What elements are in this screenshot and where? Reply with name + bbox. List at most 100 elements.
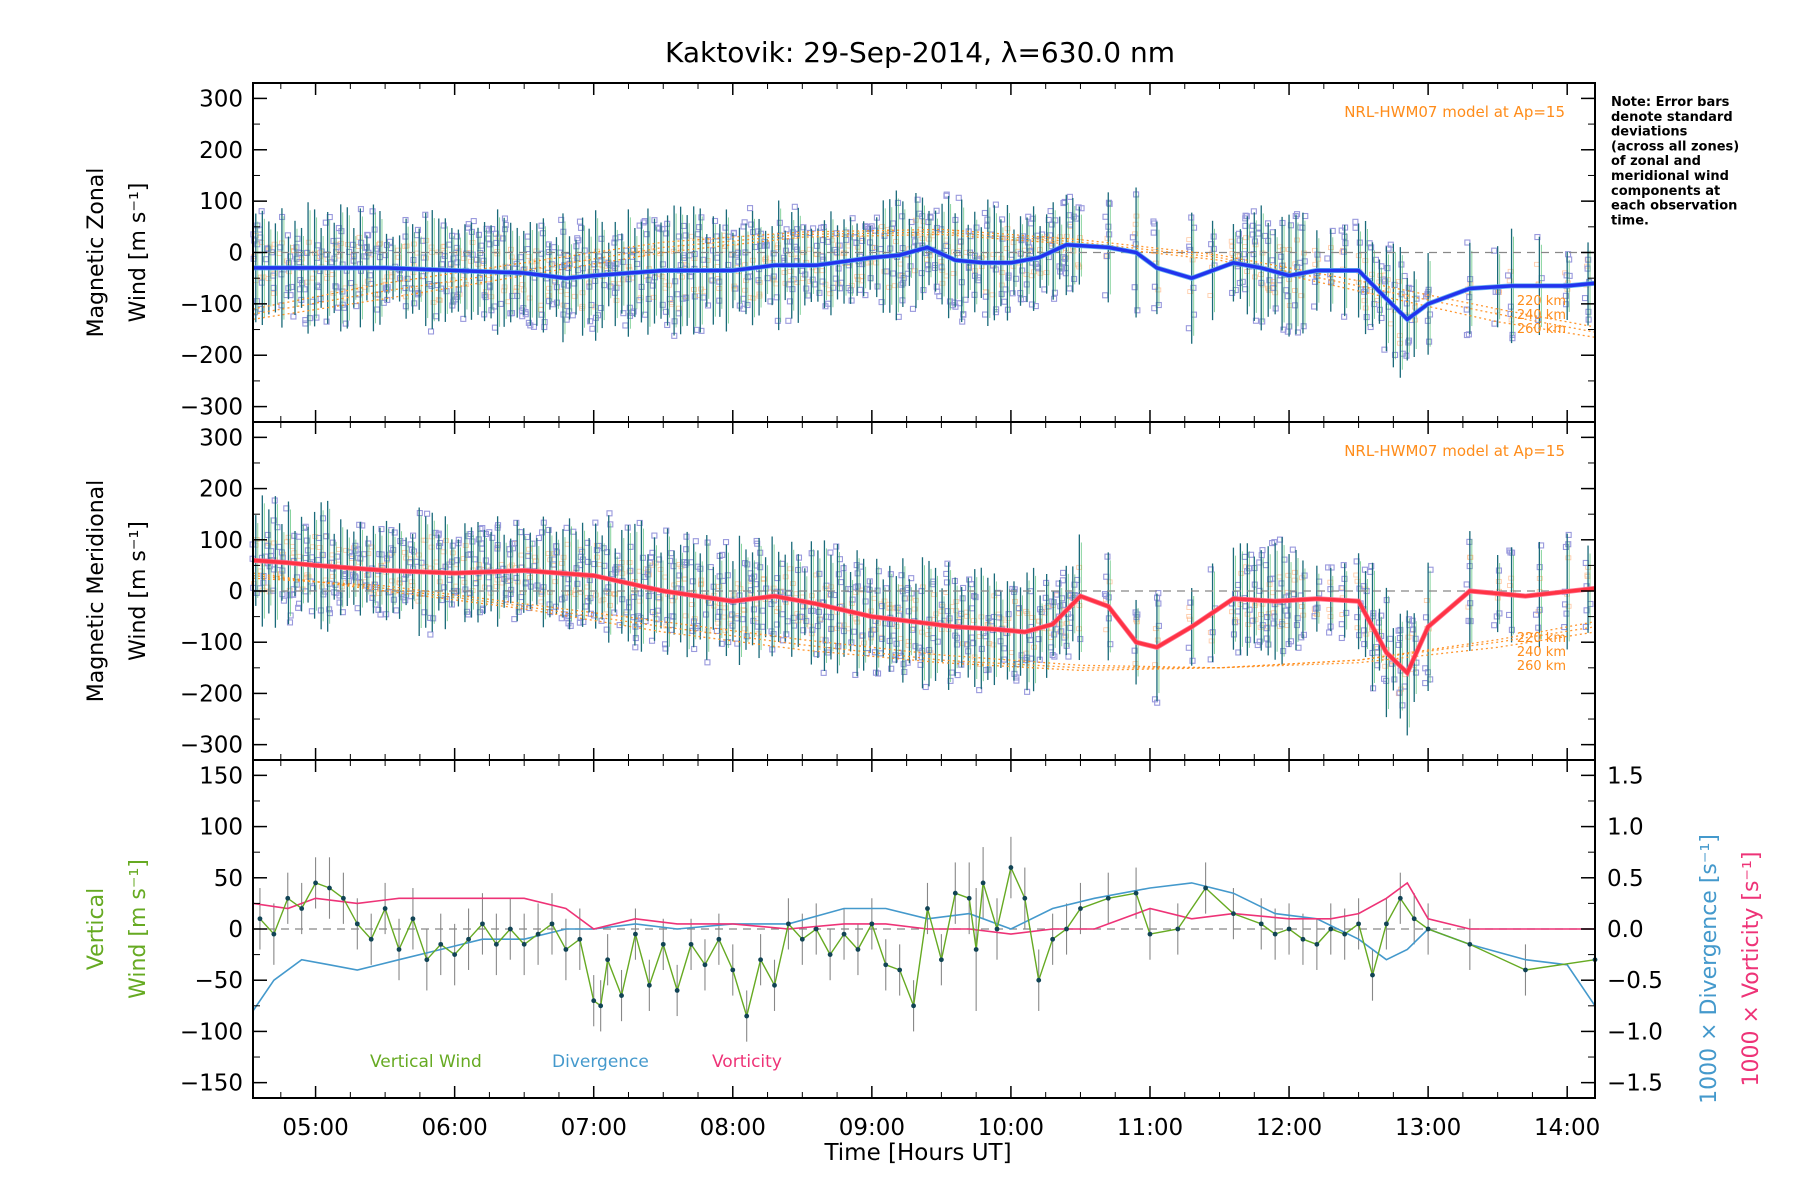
data-point <box>891 656 898 663</box>
panel-vertical: 05:00 06:00 07:00 08:00 09:00 10:00 11:00 12:00… <box>84 759 1764 1141</box>
vertical-wind-point <box>1036 977 1042 983</box>
vertical-wind-point <box>813 926 819 932</box>
data-point <box>948 669 955 676</box>
data-point <box>1264 614 1271 621</box>
model-point <box>339 584 345 590</box>
data-point <box>1266 277 1273 284</box>
data-point <box>905 608 912 615</box>
vertical-wind-point <box>1328 926 1334 932</box>
model-point <box>787 268 794 274</box>
data-point <box>868 223 875 230</box>
data-point <box>1361 641 1368 648</box>
y-tick-label: 1.0 <box>1607 815 1644 841</box>
data-point <box>1187 599 1194 606</box>
vertical-wind-point <box>827 952 833 958</box>
data-point <box>741 219 748 226</box>
data-point <box>789 286 796 293</box>
vertical-wind-point <box>772 982 777 988</box>
data-point <box>371 226 378 233</box>
data-point <box>744 301 751 309</box>
data-point <box>944 608 951 615</box>
vertical-wind-point <box>424 957 430 963</box>
model-point <box>1423 598 1430 603</box>
data-point <box>569 312 576 319</box>
data-point <box>626 604 633 611</box>
y-tick-label: −300 <box>180 733 243 759</box>
model-point <box>881 598 888 604</box>
data-point <box>793 230 800 237</box>
data-point <box>713 233 720 240</box>
note-line: each observation <box>1611 199 1737 214</box>
data-point <box>1293 621 1301 629</box>
model-point <box>552 579 559 585</box>
data-point <box>1185 644 1192 651</box>
model-point <box>1252 242 1259 248</box>
data-point <box>587 318 594 325</box>
model-point <box>449 550 456 556</box>
model-point <box>1405 634 1412 640</box>
data-point <box>1229 289 1236 297</box>
data-point <box>820 224 827 231</box>
data-point <box>899 213 906 220</box>
model-point <box>789 581 796 586</box>
data-point <box>637 590 644 597</box>
vertical-wind-point <box>799 936 805 942</box>
vertical-wind-point <box>674 988 680 993</box>
model-point <box>774 245 781 250</box>
vertical-wind-point <box>1356 921 1361 927</box>
data-point <box>1055 580 1062 587</box>
data-point <box>863 585 871 592</box>
data-point <box>1465 331 1472 338</box>
data-point <box>1051 295 1058 302</box>
model-point <box>626 569 633 575</box>
data-point <box>1583 607 1590 614</box>
model-point <box>411 241 417 247</box>
model-point <box>666 282 672 288</box>
data-point <box>663 230 670 237</box>
data-point <box>1028 301 1036 308</box>
data-point <box>264 531 271 539</box>
model-point <box>953 599 960 604</box>
data-point <box>630 308 637 315</box>
data-point <box>1372 256 1380 263</box>
vertical-wind-point <box>410 916 416 922</box>
model-label: NRL-HWM07 model at Ap=15 <box>1344 442 1565 460</box>
model-point <box>879 224 886 229</box>
y-tick-label: 0.5 <box>1607 866 1644 892</box>
data-point <box>1532 611 1540 618</box>
data-point <box>1282 607 1289 614</box>
data-point <box>597 304 604 312</box>
model-point <box>587 268 594 274</box>
data-point <box>502 221 509 228</box>
model-point <box>462 543 469 548</box>
vertical-wind-point <box>521 941 527 947</box>
data-point <box>833 543 840 550</box>
model-point <box>1189 257 1196 263</box>
data-point <box>816 289 823 296</box>
data-point <box>1103 253 1110 260</box>
data-point <box>636 519 643 526</box>
model-point <box>305 239 312 245</box>
data-point <box>1018 237 1025 244</box>
data-point <box>390 596 397 603</box>
model-point <box>1242 235 1249 241</box>
data-point <box>1328 564 1335 571</box>
model-point <box>1382 663 1389 669</box>
data-point <box>1368 563 1375 570</box>
data-point <box>622 322 629 329</box>
vertical-wind-point <box>1523 967 1528 973</box>
model-point <box>402 244 408 249</box>
data-point <box>367 272 374 279</box>
data-point <box>643 231 650 238</box>
model-point <box>546 285 553 291</box>
data-point <box>541 323 548 331</box>
data-point <box>369 208 376 215</box>
data-point <box>497 300 504 307</box>
data-point <box>820 669 827 676</box>
model-point <box>324 275 330 281</box>
model-point <box>679 274 685 280</box>
x-tick-label: 09:00 <box>839 1115 905 1141</box>
data-point <box>1363 314 1370 321</box>
